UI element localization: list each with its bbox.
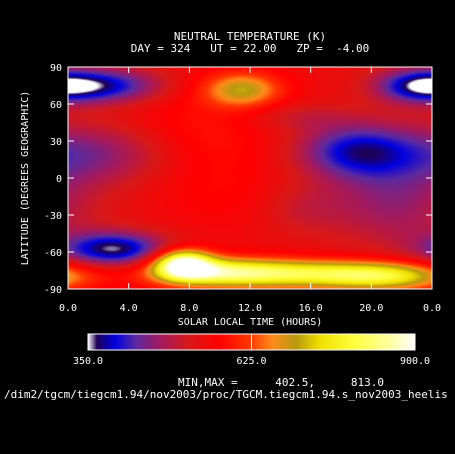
x-axis-label: SOLAR LOCAL TIME (HOURS)	[178, 317, 323, 328]
chart-subtitle: DAY = 324 UT = 22.00 ZP = -4.00	[131, 42, 369, 55]
chart-title: NEUTRAL TEMPERATURE (K)	[174, 30, 326, 43]
colorbar-ticks: 350.0 625.0 900.0	[73, 334, 430, 367]
x-tick-label: 12.0	[238, 303, 262, 314]
y-tick-label: 0	[56, 174, 62, 185]
x-tick-label: 16.0	[299, 303, 323, 314]
temperature-field	[68, 67, 432, 289]
x-tick-label: 20.0	[359, 303, 383, 314]
y-tick-label: -60	[44, 248, 62, 259]
colorbar-tick-label: 625.0	[236, 356, 266, 367]
x-tick-label: 0.0	[59, 303, 77, 314]
y-tick-label: 60	[50, 100, 62, 111]
y-tick-label: 30	[50, 137, 62, 148]
y-tick-label: -90	[44, 285, 62, 296]
x-tick-label: 8.0	[180, 303, 198, 314]
colorbar-tick-label: 350.0	[73, 356, 103, 367]
colorbar: 350.0 625.0 900.0	[73, 333, 430, 367]
minmax-min: 402.5,	[275, 376, 315, 389]
file-path: /dim2/tgcm/tiegcm1.94/nov2003/proc/TGCM.…	[4, 388, 448, 401]
x-tick-label: 4.0	[120, 303, 138, 314]
x-axis-ticks: 0.0 4.0 8.0 12.0 16.0 20.0 0.0	[59, 67, 441, 314]
minmax-label: MIN,MAX =	[178, 376, 238, 389]
x-tick-label: 0.0	[423, 303, 441, 314]
y-axis-ticks: 90 60 30 0 -30 -60 -90	[44, 63, 432, 296]
y-axis-label: LATITUDE (DEGREES GEOGRAPHIC)	[20, 91, 31, 266]
plot-area	[67, 66, 433, 290]
y-tick-label: 90	[50, 63, 62, 74]
y-tick-label: -30	[44, 211, 62, 222]
minmax-max: 813.0	[351, 376, 384, 389]
colorbar-tick-label: 900.0	[400, 356, 430, 367]
